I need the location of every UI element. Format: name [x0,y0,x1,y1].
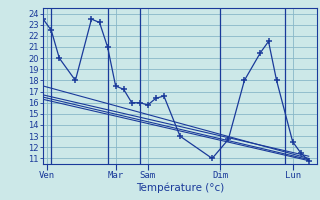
X-axis label: Température (°c): Température (°c) [136,183,224,193]
